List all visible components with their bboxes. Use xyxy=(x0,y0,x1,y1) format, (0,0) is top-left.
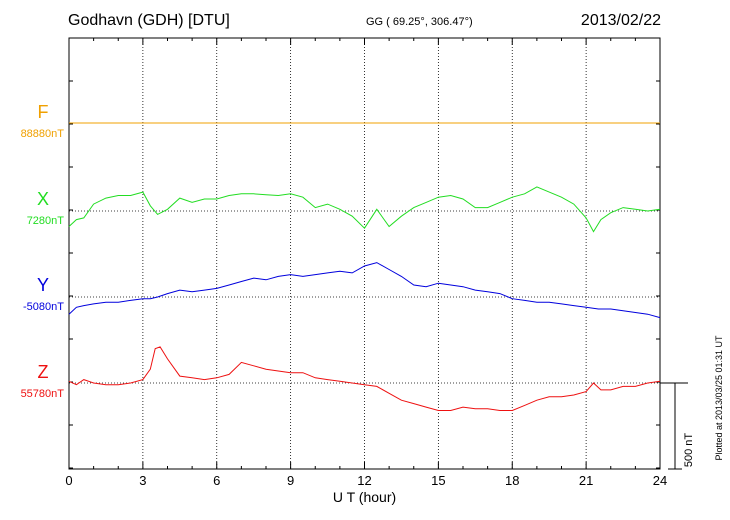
x-tick-label: 3 xyxy=(139,473,146,488)
component-label-y: Y xyxy=(37,275,49,295)
baseline-value-z: 55780nT xyxy=(21,388,65,400)
x-tick-label: 21 xyxy=(579,473,593,488)
x-axis-label: U T (hour) xyxy=(333,489,396,505)
plot-date: 2013/02/22 xyxy=(580,12,661,29)
x-tick-label: 12 xyxy=(357,473,371,488)
x-tick-label: 15 xyxy=(431,473,445,488)
component-label-f: F xyxy=(38,102,49,122)
component-label-z: Z xyxy=(38,362,49,382)
baseline-value-y: -5080nT xyxy=(23,301,64,313)
baseline-value-f: 88880nT xyxy=(21,128,65,140)
plotted-timestamp: Plotted at 2013/03/25 01:31 UT xyxy=(714,335,724,461)
geographic-coordinates: GG ( 69.25°, 306.47°) xyxy=(366,16,473,28)
x-tick-label: 24 xyxy=(653,473,667,488)
station-title: Godhavn (GDH) [DTU] xyxy=(68,12,230,29)
series-line-y xyxy=(68,262,661,319)
x-tick-label: 6 xyxy=(213,473,220,488)
scale-bar-label: 500 nT xyxy=(683,433,695,468)
component-label-x: X xyxy=(37,189,49,209)
x-tick-label: 0 xyxy=(65,473,72,488)
x-tick-label: 18 xyxy=(505,473,519,488)
x-tick-label: 9 xyxy=(287,473,294,488)
series-line-x xyxy=(68,186,661,233)
baseline-value-x: 7280nT xyxy=(27,215,65,227)
series-line-z xyxy=(68,346,661,411)
